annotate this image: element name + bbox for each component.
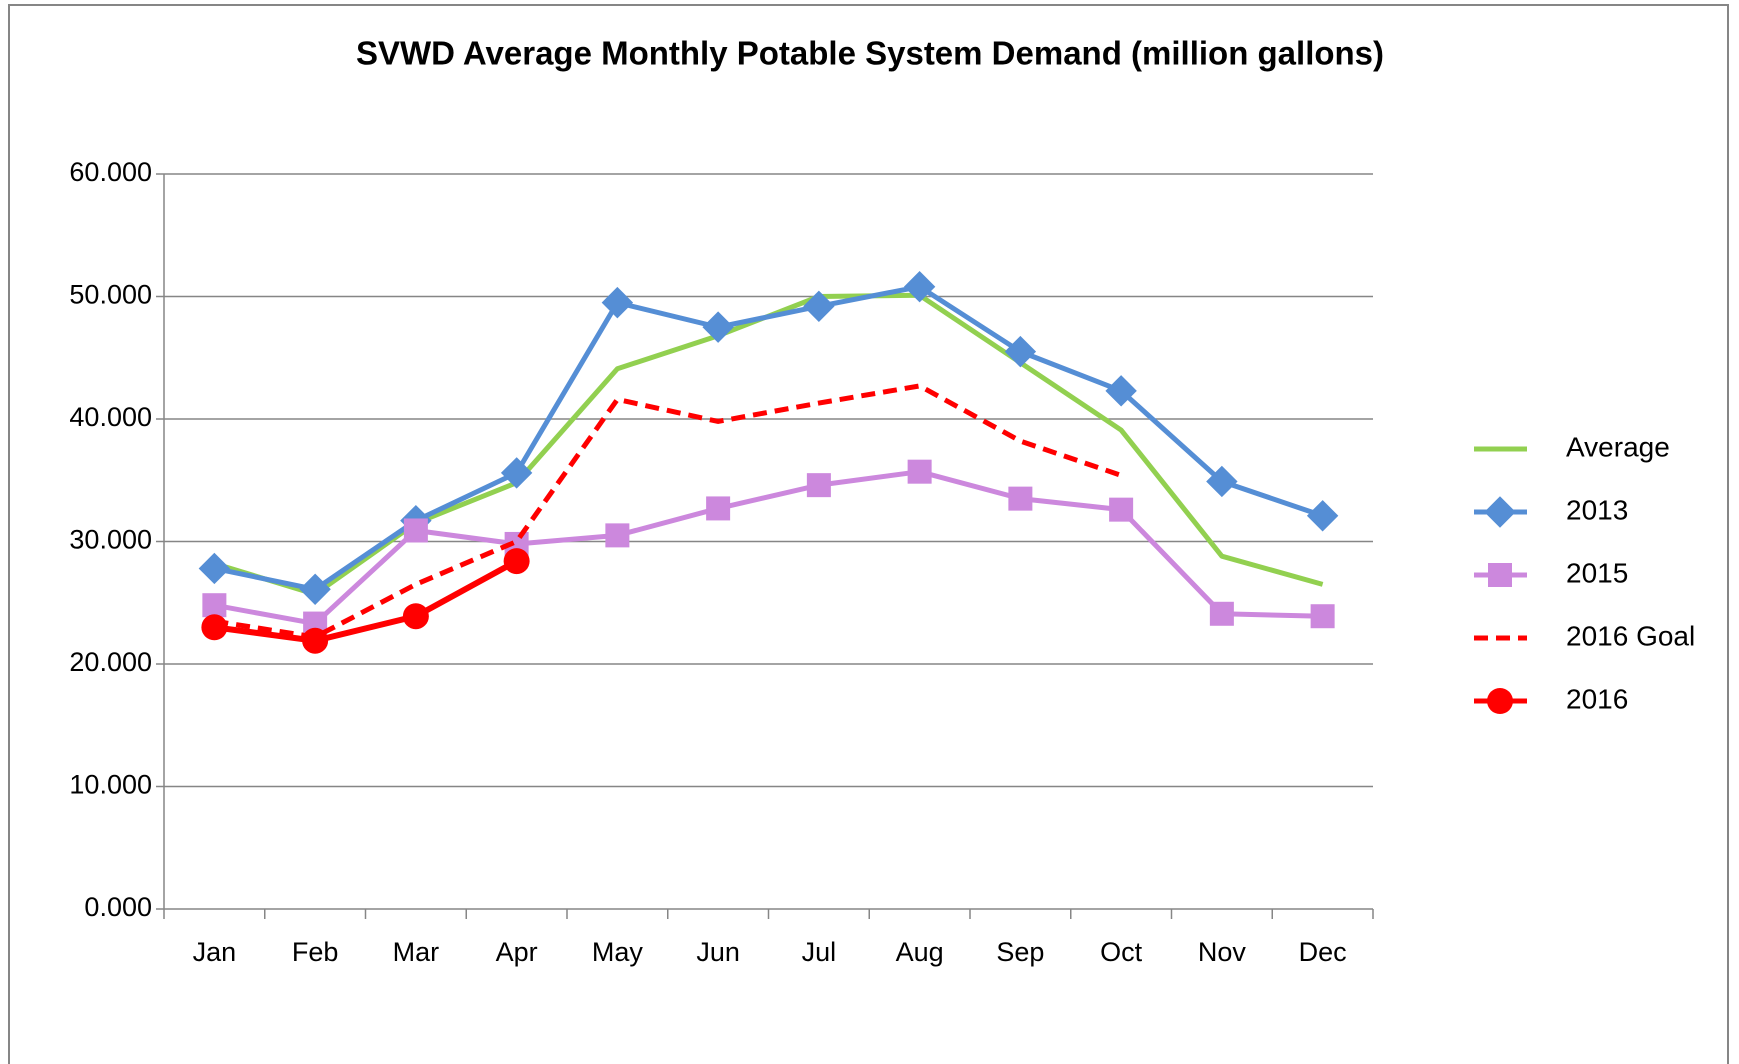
legend-marker bbox=[1488, 563, 1512, 587]
x-tick-label: Sep bbox=[996, 937, 1044, 967]
x-tick-label: Jun bbox=[696, 937, 740, 967]
marker bbox=[1306, 500, 1339, 532]
legend-label: Average bbox=[1566, 431, 1670, 462]
marker bbox=[302, 627, 329, 654]
y-tick-label: 40.000 bbox=[69, 402, 152, 432]
legend-label: 2015 bbox=[1566, 557, 1628, 588]
x-tick-label: Nov bbox=[1198, 937, 1247, 967]
x-tick-label: Aug bbox=[896, 937, 944, 967]
series-line bbox=[213, 469, 1323, 627]
marker bbox=[201, 614, 228, 641]
series-line bbox=[213, 383, 1122, 640]
legend-label: 2016 Goal bbox=[1566, 620, 1695, 651]
x-tick-label: Dec bbox=[1299, 937, 1347, 967]
x-tick-label: Jan bbox=[193, 937, 237, 967]
y-tick-label: 30.000 bbox=[69, 525, 152, 555]
marker bbox=[1310, 604, 1335, 629]
marker bbox=[1105, 375, 1137, 407]
x-tick-label: Feb bbox=[292, 937, 339, 967]
marker bbox=[907, 459, 932, 484]
x-tick-label: Mar bbox=[393, 937, 440, 967]
series-line bbox=[213, 284, 1324, 592]
legend-label: 2016 bbox=[1566, 683, 1628, 714]
marker bbox=[605, 523, 630, 548]
legend-marker bbox=[1484, 496, 1516, 528]
chart-frame bbox=[8, 4, 1729, 1064]
marker bbox=[1004, 335, 1037, 368]
marker bbox=[903, 270, 936, 303]
chart-title: SVWD Average Monthly Potable System Dema… bbox=[356, 35, 1384, 72]
marker bbox=[202, 593, 227, 618]
marker bbox=[1109, 497, 1134, 522]
legend-label: 2013 bbox=[1566, 494, 1628, 525]
marker bbox=[803, 290, 835, 323]
x-tick-label: Apr bbox=[496, 937, 538, 967]
y-tick-label: 10.000 bbox=[69, 770, 152, 800]
marker bbox=[706, 496, 731, 521]
marker bbox=[402, 603, 429, 630]
marker bbox=[1008, 486, 1033, 511]
marker bbox=[198, 552, 231, 585]
series-line bbox=[213, 558, 519, 644]
y-tick-label: 20.000 bbox=[69, 647, 152, 677]
y-tick-label: 50.000 bbox=[69, 280, 152, 310]
legend-marker bbox=[1487, 688, 1513, 714]
x-tick-label: Oct bbox=[1100, 937, 1143, 967]
marker bbox=[1209, 601, 1234, 626]
marker bbox=[1206, 465, 1238, 498]
x-tick-label: May bbox=[592, 937, 644, 967]
marker bbox=[503, 548, 530, 575]
marker bbox=[806, 473, 831, 498]
marker bbox=[601, 286, 634, 319]
x-tick-label: Jul bbox=[802, 937, 837, 967]
marker bbox=[702, 311, 734, 343]
marker bbox=[403, 518, 428, 543]
y-tick-label: 60.000 bbox=[69, 157, 152, 187]
y-tick-label: 0.000 bbox=[84, 892, 152, 922]
marker bbox=[299, 573, 331, 605]
marker bbox=[500, 457, 533, 489]
